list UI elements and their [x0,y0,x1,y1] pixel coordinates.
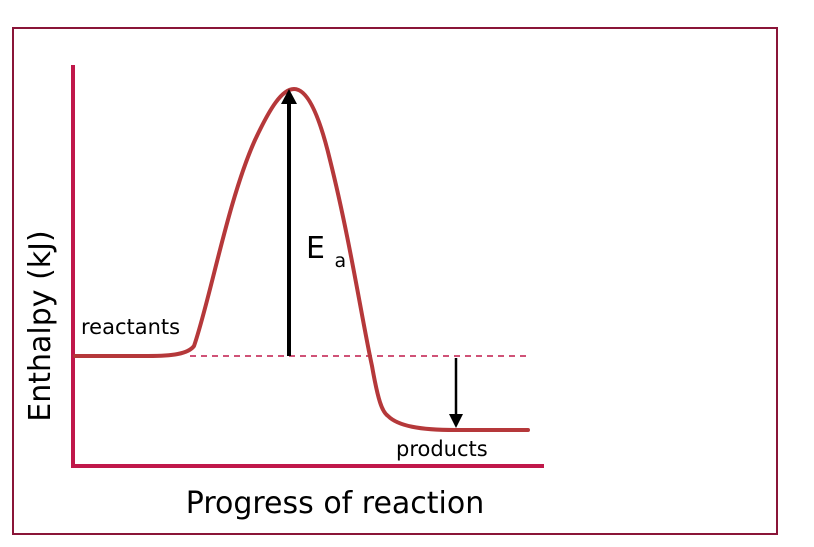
diagram-frame [12,27,778,535]
reaction-energy-curve [73,87,530,432]
y-axis-label: Enthalpy (kJ) [23,230,58,421]
products-label: products [396,437,488,461]
arrow-down-icon [449,414,463,428]
reactants-label: reactants [81,315,180,339]
activation-energy-label: E a [306,231,346,272]
activation-energy-subscript: a [335,250,347,272]
arrow-up-icon [281,89,297,104]
x-axis-label: Progress of reaction [186,486,485,521]
activation-energy-main: E [306,231,325,266]
